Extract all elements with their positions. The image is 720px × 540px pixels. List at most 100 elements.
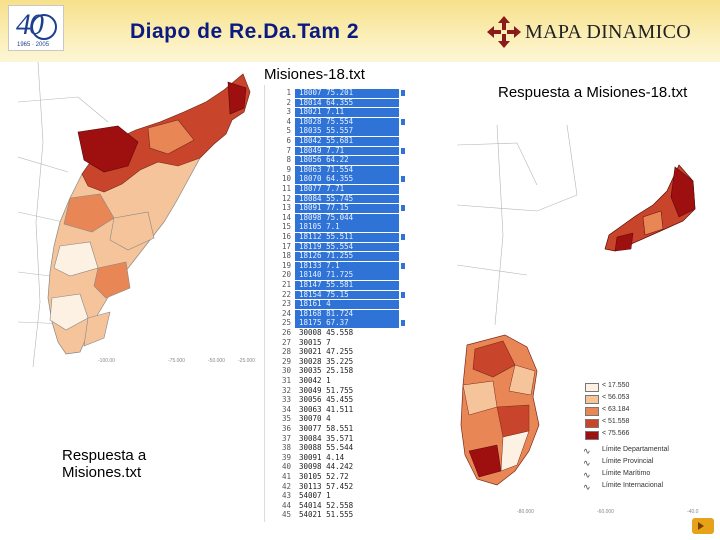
list-row[interactable]: 16 18112 55.511 bbox=[265, 232, 453, 242]
list-row[interactable]: 22 18154 75.15 bbox=[265, 290, 453, 300]
line-number: 20 bbox=[281, 270, 291, 280]
legend-class: < 17.550 bbox=[580, 382, 710, 392]
brand-name: MAPA DINAMICO bbox=[525, 21, 691, 43]
row-value: 30035 25.158 bbox=[299, 366, 354, 376]
legend-swatch bbox=[585, 407, 599, 416]
list-row[interactable]: 7 18049 7.71 bbox=[265, 146, 453, 156]
list-row[interactable]: 27 30015 7 bbox=[265, 337, 453, 348]
list-row[interactable]: 18 18126 71.255 bbox=[265, 251, 453, 261]
selection-marker bbox=[401, 320, 405, 327]
list-row[interactable]: 43 54007 1 bbox=[265, 491, 453, 501]
line-number: 5 bbox=[286, 126, 291, 136]
line-number: 15 bbox=[281, 222, 291, 232]
axis-tick: -80.000 bbox=[517, 509, 534, 515]
list-row[interactable]: 36 30077 58.551 bbox=[265, 424, 453, 434]
list-row[interactable]: 8 18056 64.22 bbox=[265, 155, 453, 165]
row-value: 18140 71.725 bbox=[295, 271, 399, 281]
list-row[interactable]: 19 18133 7.1 bbox=[265, 261, 453, 271]
line-number: 38 bbox=[281, 443, 291, 453]
axis-tick: -75.000 bbox=[168, 358, 185, 364]
list-row[interactable]: 21 18147 55.581 bbox=[265, 280, 453, 290]
list-row[interactable]: 25 18175 67.37 bbox=[265, 318, 453, 329]
legend-class: < 63.184 bbox=[580, 406, 710, 416]
list-row[interactable]: 41 30105 52.72 bbox=[265, 472, 453, 482]
legend-line: ∿ Límite Internacional bbox=[583, 482, 664, 492]
list-row[interactable]: 2 18014 64.355 bbox=[265, 98, 453, 108]
list-row[interactable]: 26 30008 45.558 bbox=[265, 328, 453, 338]
line-number: 36 bbox=[281, 424, 291, 433]
list-row[interactable]: 23 18161 4 bbox=[265, 299, 453, 309]
row-value: 30021 47.255 bbox=[299, 347, 354, 357]
list-row[interactable]: 37 30084 35.571 bbox=[265, 434, 453, 444]
line-number: 32 bbox=[281, 385, 291, 395]
row-value: 54014 52.558 bbox=[299, 500, 354, 510]
list-row[interactable]: 29 30028 35.225 bbox=[265, 357, 453, 367]
list-row[interactable]: 12 18084 55.745 bbox=[265, 193, 453, 204]
dept-boundary-line-icon: ∿ bbox=[583, 446, 591, 456]
next-slide-icon[interactable] bbox=[692, 518, 714, 534]
row-value: 30113 57.452 bbox=[299, 481, 354, 491]
legend-swatch bbox=[585, 431, 599, 440]
list-row[interactable]: 17 18119 55.554 bbox=[265, 242, 453, 252]
list-row[interactable]: 15 18105 7.1 bbox=[265, 222, 453, 233]
list-row[interactable]: 38 30088 55.544 bbox=[265, 443, 453, 453]
row-value: 30098 44.242 bbox=[299, 462, 354, 472]
selection-marker bbox=[401, 147, 405, 154]
list-row[interactable]: 9 18063 71.554 bbox=[265, 165, 453, 175]
list-row[interactable]: 14 18098 75.044 bbox=[265, 213, 453, 223]
list-row[interactable]: 11 18077 7.71 bbox=[265, 184, 453, 194]
row-value: 30049 51.755 bbox=[299, 385, 354, 395]
list-row[interactable]: 34 30063 41.511 bbox=[265, 404, 453, 415]
list-row[interactable]: 28 30021 47.255 bbox=[265, 347, 453, 357]
row-value: 30063 41.511 bbox=[299, 404, 354, 414]
line-number: 33 bbox=[281, 395, 291, 405]
list-row[interactable]: 1 18007 75.201 bbox=[265, 88, 453, 98]
list-row[interactable]: 39 30091 4.14 bbox=[265, 452, 453, 463]
list-row[interactable]: 40 30098 44.242 bbox=[265, 463, 453, 472]
list-row[interactable]: 45 54021 51.555 bbox=[265, 511, 453, 520]
maritime-boundary-line-icon: ∿ bbox=[583, 470, 591, 480]
row-value: 30105 52.72 bbox=[299, 472, 349, 481]
list-row[interactable]: 20 18140 71.725 bbox=[265, 270, 453, 281]
list-row[interactable]: 33 30056 45.455 bbox=[265, 395, 453, 405]
list-row[interactable]: 13 18091 77.15 bbox=[265, 203, 453, 213]
data-list[interactable]: 1 18007 75.201 2 18014 64.355 3 18021 7.11 4 18… bbox=[264, 85, 453, 522]
list-row[interactable]: 4 18028 75.554 bbox=[265, 116, 453, 127]
line-number: 31 bbox=[281, 376, 291, 385]
list-row[interactable]: 3 18021 7.11 bbox=[265, 107, 453, 117]
slide-header: 40 1965 · 2005 Diapo de Re.Da.Tam 2 MAPA… bbox=[0, 0, 720, 62]
list-row[interactable]: 42 30113 57.452 bbox=[265, 481, 453, 492]
row-value: 18175 67.37 bbox=[295, 319, 399, 329]
row-value: 18021 7.11 bbox=[295, 107, 399, 117]
line-number: 44 bbox=[281, 500, 291, 510]
line-number: 4 bbox=[286, 116, 291, 126]
row-value: 18105 7.1 bbox=[295, 223, 399, 233]
line-number: 27 bbox=[281, 337, 291, 347]
row-value: 18168 81.724 bbox=[295, 309, 399, 319]
row-value: 54021 51.555 bbox=[299, 510, 354, 520]
row-value: 18042 55.681 bbox=[295, 136, 399, 146]
list-row[interactable]: 44 54014 52.558 bbox=[265, 500, 453, 511]
line-number: 24 bbox=[281, 308, 291, 318]
anniversary-logo-icon: 40 1965 · 2005 bbox=[8, 5, 64, 51]
row-value: 18161 4 bbox=[295, 299, 399, 309]
row-value: 18098 75.044 bbox=[295, 213, 399, 223]
map-right: -80.000 -60.000 -40.0 bbox=[457, 125, 699, 515]
list-row[interactable]: 5 18035 55.557 bbox=[265, 126, 453, 137]
list-row[interactable]: 31 30042 1 bbox=[265, 376, 453, 386]
list-row[interactable]: 24 18168 81.724 bbox=[265, 308, 453, 319]
list-row[interactable]: 10 18070 64.355 bbox=[265, 175, 453, 185]
list-row[interactable]: 30 30035 25.158 bbox=[265, 367, 453, 376]
selection-marker bbox=[401, 291, 405, 298]
caption-left: Respuesta a Misiones.txt bbox=[62, 447, 147, 481]
list-row[interactable]: 6 18042 55.681 bbox=[265, 136, 453, 146]
list-row[interactable]: 35 30070 4 bbox=[265, 415, 453, 424]
row-value: 30008 45.558 bbox=[299, 328, 354, 337]
selection-marker bbox=[401, 176, 405, 183]
line-number: 25 bbox=[281, 318, 291, 328]
line-number: 12 bbox=[281, 193, 291, 203]
map-legend: < 17.550 < 56.053 < 63.184 < 51.558 < 75… bbox=[580, 380, 710, 500]
line-number: 39 bbox=[281, 452, 291, 462]
line-number: 43 bbox=[281, 491, 291, 501]
list-row[interactable]: 32 30049 51.755 bbox=[265, 385, 453, 396]
